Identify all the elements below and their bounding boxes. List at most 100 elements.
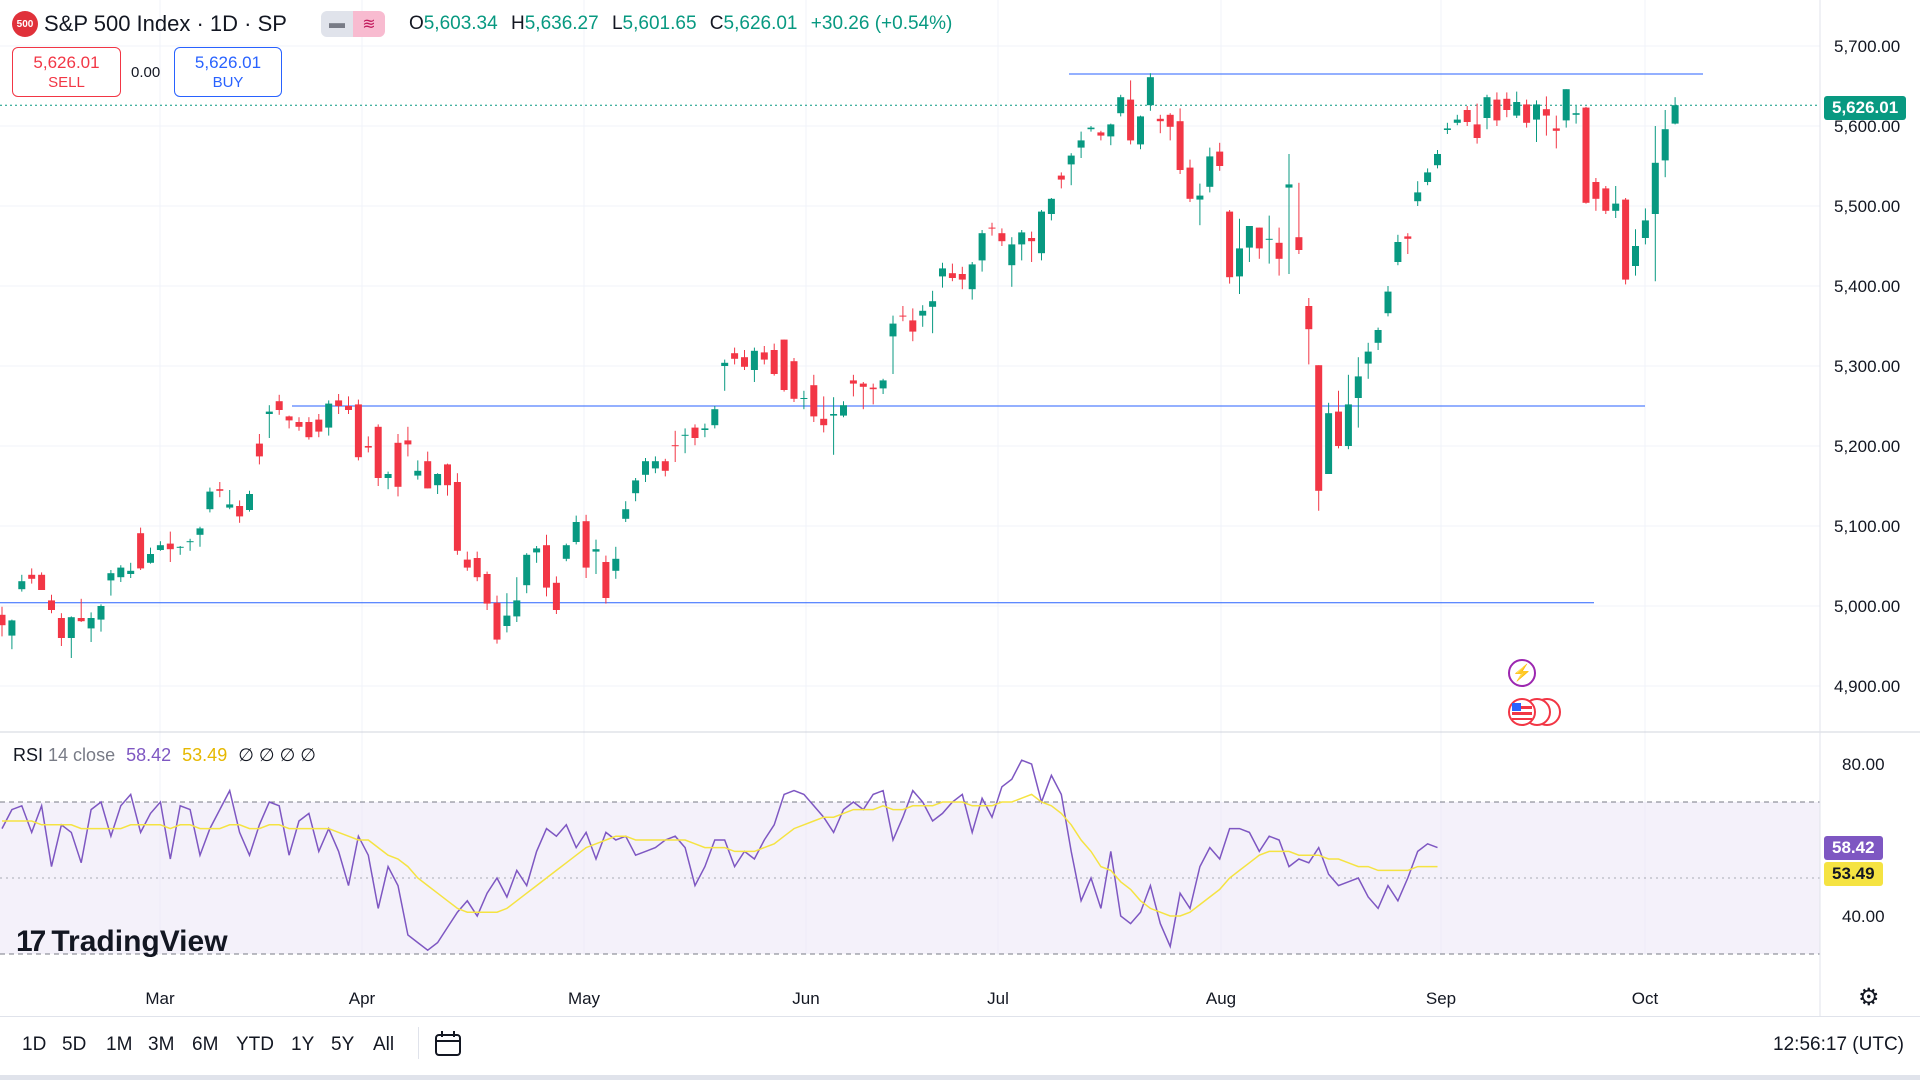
candle-body bbox=[1265, 238, 1273, 240]
sell-button[interactable]: 5,626.01 SELL bbox=[12, 47, 121, 97]
candle-body bbox=[48, 600, 55, 610]
price-axis-label: 5,400.00 bbox=[1834, 277, 1900, 296]
candle-body bbox=[1542, 109, 1550, 116]
timeframe-button-1d[interactable]: 1D bbox=[22, 1034, 47, 1055]
indicator-icon[interactable]: ≋ bbox=[352, 11, 385, 37]
timeframe-button-1y[interactable]: 1Y bbox=[291, 1034, 315, 1055]
compare-toggle[interactable]: ▬ ≋ bbox=[320, 11, 385, 37]
candle-body bbox=[1176, 121, 1184, 170]
candle-body bbox=[1255, 227, 1263, 249]
candle bbox=[1651, 126, 1659, 282]
spread-value: 0.00 bbox=[131, 64, 161, 81]
candle bbox=[1533, 100, 1540, 142]
candle-body bbox=[572, 522, 580, 542]
candle-body bbox=[750, 350, 758, 370]
candle bbox=[671, 430, 679, 462]
candle bbox=[67, 616, 75, 658]
candle-body bbox=[57, 618, 65, 638]
candle-body bbox=[1008, 244, 1016, 266]
timeframe-button-1m[interactable]: 1M bbox=[106, 1034, 133, 1055]
price-axis-label: 5,300.00 bbox=[1834, 357, 1900, 376]
candle bbox=[889, 315, 897, 374]
candle bbox=[1374, 327, 1382, 350]
candle-body bbox=[1434, 154, 1441, 166]
candle-body bbox=[137, 533, 145, 569]
candle bbox=[28, 568, 36, 584]
candle bbox=[939, 262, 946, 288]
candle bbox=[1483, 94, 1491, 130]
candle-body bbox=[404, 440, 412, 445]
candle-body bbox=[315, 419, 323, 432]
candle-body bbox=[1137, 116, 1144, 145]
rsi-ma-value-tag: 53.49 bbox=[1824, 862, 1883, 886]
timeframe-button-ytd[interactable]: YTD bbox=[236, 1034, 274, 1055]
candle bbox=[404, 426, 412, 457]
candle-body bbox=[493, 602, 501, 640]
candle bbox=[444, 463, 451, 496]
candle-body bbox=[1612, 203, 1620, 211]
candle bbox=[345, 396, 352, 414]
candle bbox=[216, 482, 224, 498]
candle-body bbox=[1047, 198, 1055, 214]
candle bbox=[1087, 126, 1095, 132]
rsi-value: 58.42 bbox=[126, 745, 172, 765]
earnings-flash-icon[interactable]: ⚡ bbox=[1508, 659, 1536, 687]
utc-clock[interactable]: 12:56:17 (UTC) bbox=[1773, 1034, 1904, 1055]
timeframe-button-5y[interactable]: 5Y bbox=[331, 1034, 355, 1055]
candle-body bbox=[1196, 195, 1204, 200]
date-range-icon[interactable] bbox=[432, 1028, 464, 1058]
symbol-header[interactable]: 500 S&P 500 Index · 1D · SP ▬ ≋ O5,603.3… bbox=[12, 8, 952, 40]
candle bbox=[305, 417, 313, 440]
candle bbox=[1552, 115, 1560, 149]
candle bbox=[1176, 108, 1184, 174]
candle-body bbox=[1186, 167, 1194, 199]
candle-body bbox=[1384, 291, 1392, 314]
candle-body bbox=[444, 464, 451, 486]
rsi-legend[interactable]: RSI 14 close 58.42 53.49 ∅ ∅ ∅ ∅ bbox=[13, 745, 316, 766]
compare-icon[interactable]: ▬ bbox=[320, 11, 353, 37]
candle-body bbox=[1374, 330, 1382, 343]
candle bbox=[1146, 73, 1154, 111]
timeframe-button-6m[interactable]: 6M bbox=[192, 1034, 219, 1055]
candle bbox=[929, 290, 937, 334]
candle-body bbox=[533, 548, 541, 553]
buy-button[interactable]: 5,626.01 BUY bbox=[174, 47, 282, 97]
candle bbox=[642, 458, 649, 482]
timeframe-button-all[interactable]: All bbox=[373, 1034, 395, 1055]
candle bbox=[1572, 106, 1580, 124]
candle-body bbox=[840, 405, 847, 416]
candle-body bbox=[919, 310, 927, 316]
candle bbox=[1394, 234, 1402, 266]
bottom-toolbar bbox=[0, 1016, 1920, 1075]
candle-body bbox=[226, 504, 234, 508]
candle-series bbox=[0, 73, 1679, 658]
us-flag-event-icon[interactable] bbox=[1506, 697, 1570, 729]
candle-body bbox=[1325, 413, 1333, 474]
price-axis-label: 5,000.00 bbox=[1834, 597, 1900, 616]
candle-body bbox=[305, 422, 313, 438]
candle-body bbox=[453, 482, 461, 551]
candle bbox=[236, 500, 244, 523]
rsi-value-tag: 58.42 bbox=[1824, 836, 1883, 860]
symbol-title[interactable]: S&P 500 Index · 1D · SP bbox=[44, 11, 287, 36]
settings-gear-icon[interactable]: ⚙ bbox=[1858, 984, 1880, 1011]
candle bbox=[988, 222, 996, 236]
timeframe-button-3m[interactable]: 3M bbox=[148, 1034, 175, 1055]
candle bbox=[800, 390, 808, 410]
candle bbox=[0, 606, 6, 637]
tradingview-logo[interactable]: 17 TradingView bbox=[16, 925, 228, 959]
candle bbox=[1503, 92, 1511, 118]
candle-body bbox=[968, 264, 976, 290]
rsi-params: 14 close bbox=[48, 745, 116, 765]
candle-body bbox=[434, 474, 442, 486]
candle bbox=[1107, 123, 1115, 146]
candle-body bbox=[275, 401, 283, 410]
candle bbox=[1414, 181, 1422, 206]
time-axis-label: Jun bbox=[792, 989, 819, 1008]
timeframe-button-5d[interactable]: 5D bbox=[62, 1034, 87, 1055]
candle-body bbox=[216, 489, 224, 491]
candle-body bbox=[335, 400, 343, 406]
candle bbox=[285, 415, 293, 429]
buy-price: 5,626.01 bbox=[194, 53, 262, 72]
